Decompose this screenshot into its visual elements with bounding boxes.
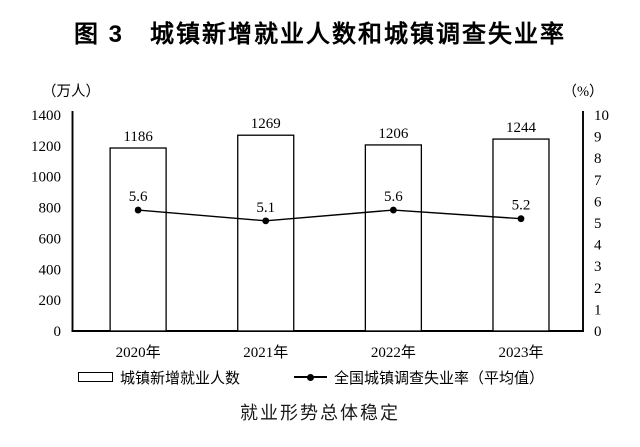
right-axis-unit-label: （%） (562, 84, 604, 100)
line-point-marker (389, 206, 397, 214)
line-legend-label: 全国城镇调查失业率（平均值） (334, 370, 545, 387)
line-point-label: 5.1 (256, 200, 275, 216)
right-axis-tick-label: 1 (594, 302, 602, 318)
line-point-label: 5.2 (512, 198, 531, 214)
line-point-label: 5.6 (129, 189, 148, 205)
left-axis-tick-label: 1200 (31, 139, 61, 155)
bar (237, 134, 295, 332)
bar-value-label: 1244 (506, 120, 537, 136)
legend: 城镇新增就业人数 全国城镇调查失业率（平均值） (0, 367, 640, 387)
line-legend-marker-icon (307, 373, 314, 381)
right-axis-tick-label: 9 (594, 130, 602, 146)
bar (492, 138, 550, 332)
right-axis-tick-label: 6 (594, 194, 602, 210)
bar-value-label: 1206 (378, 126, 409, 142)
x-axis-category-label: 2022年 (371, 344, 416, 361)
left-axis-tick-label: 1400 (31, 108, 61, 124)
bar (109, 147, 167, 332)
right-axis-tick-label: 3 (594, 259, 602, 275)
left-axis-tick-label: 600 (39, 231, 62, 247)
figure-title: 图 3 城镇新增就业人数和城镇调查失业率 (73, 21, 566, 48)
bar-value-label: 1186 (123, 129, 153, 145)
right-axis-tick-label: 10 (594, 108, 609, 124)
right-axis-tick-label: 5 (594, 216, 602, 232)
legend-item-line: 全国城镇调查失业率（平均值） (294, 367, 544, 387)
line-point-marker (134, 206, 142, 214)
left-axis-tick-label: 400 (39, 262, 62, 278)
figure-caption: 就业形势总体稳定 (240, 403, 400, 423)
x-axis-category-label: 2020年 (116, 344, 161, 361)
left-axis-tick-label: 200 (39, 293, 62, 309)
right-axis-tick-label: 7 (594, 173, 602, 189)
line-point-label: 5.6 (384, 189, 403, 205)
line-point-marker (262, 217, 270, 225)
left-axis-unit-label: （万人） (42, 84, 100, 100)
left-axis-tick-label: 1000 (31, 170, 61, 186)
legend-item-bar: 城镇新增就业人数 (78, 367, 240, 387)
bar (364, 144, 423, 332)
left-axis-tick-label: 0 (54, 324, 62, 340)
x-axis-category-label: 2021年 (243, 344, 288, 361)
left-axis-tick-label: 800 (39, 201, 62, 217)
bar-value-label: 1269 (251, 116, 281, 132)
right-axis-tick-label: 0 (594, 324, 602, 340)
unemployment-rate-line (138, 209, 522, 222)
x-axis-category-label: 2023年 (498, 344, 543, 361)
right-axis-tick-label: 8 (594, 151, 602, 167)
bar-legend-label: 城镇新增就业人数 (120, 370, 241, 387)
line-legend-swatch (294, 371, 327, 383)
line-point-marker (517, 215, 525, 223)
right-axis-tick-label: 2 (594, 281, 602, 297)
bar-legend-swatch (78, 372, 113, 382)
right-axis-tick-label: 4 (594, 238, 602, 254)
